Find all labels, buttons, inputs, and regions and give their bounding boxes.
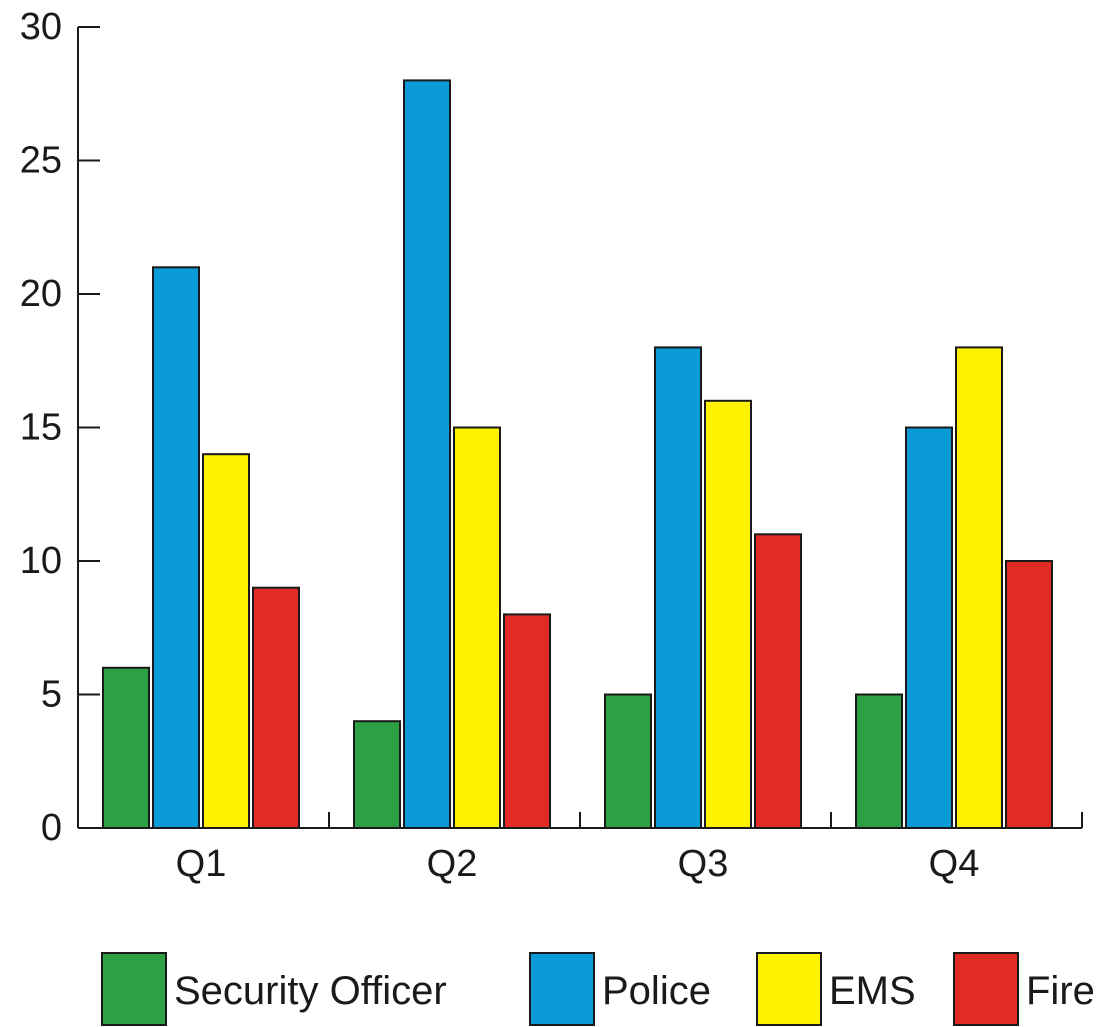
y-tick-label-20: 20 [20,273,62,315]
legend: Security Officer Police EMS Fire [101,952,1095,1026]
x-tick-label-q2: Q2 [427,843,478,885]
bar-q3-fire [754,533,802,829]
bar-q4-fire [1005,560,1053,829]
legend-swatch-fire [953,952,1019,1026]
legend-swatch-police [529,952,595,1026]
legend-label-fire: Fire [1026,969,1095,1013]
bar-q3-ems [704,399,752,829]
x-tick-label-q3: Q3 [678,843,729,885]
bar-q2-police [403,79,451,829]
axes-group: 0 5 10 15 20 25 30 Q1 Q2 Q3 Q4 [20,6,1083,885]
bar-q1-ems [202,453,250,829]
y-tick-label-10: 10 [20,540,62,582]
legend-label-police: Police [602,969,711,1013]
legend-item-security-officer: Security Officer [101,952,447,1026]
y-tick-label-0: 0 [41,807,62,849]
x-tick-label-q1: Q1 [176,843,227,885]
bar-q1-security-officer [102,666,150,829]
bar-q2-security-officer [353,720,401,830]
bar-q4-ems [955,346,1003,829]
bar-q1-fire [252,586,300,830]
legend-item-police: Police [529,952,711,1026]
legend-label-ems: EMS [829,969,916,1013]
x-tick-label-q4: Q4 [929,843,980,885]
y-tick-label-30: 30 [20,6,62,48]
legend-swatch-ems [756,952,822,1026]
bar-q1-police [152,266,200,829]
bars-group [102,79,1053,830]
legend-swatch-security-officer [101,952,167,1026]
bar-q4-security-officer [855,693,903,829]
legend-item-ems: EMS [756,952,916,1026]
y-tick-label-5: 5 [41,674,62,716]
bar-q3-police [654,346,702,829]
y-tick-label-25: 25 [20,140,62,182]
legend-item-fire: Fire [953,952,1095,1026]
legend-label-security-officer: Security Officer [174,969,447,1013]
bar-q2-fire [503,613,551,830]
bar-q4-police [905,426,953,829]
bar-q3-security-officer [604,693,652,829]
y-tick-label-15: 15 [20,407,62,449]
bar-q2-ems [453,426,501,829]
